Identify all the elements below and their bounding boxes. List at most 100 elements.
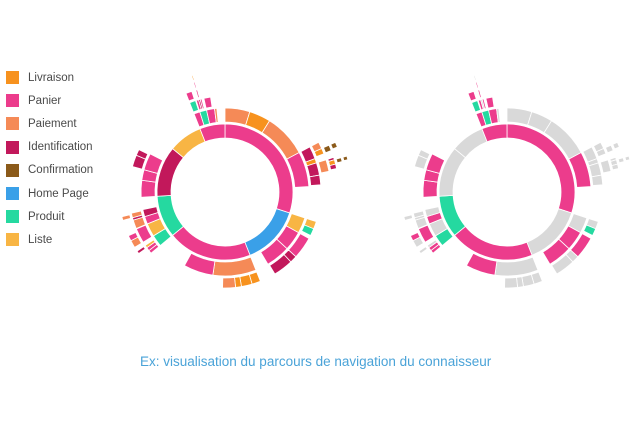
- sunburst-segment[interactable]: [475, 81, 479, 89]
- sunburst-segment[interactable]: [317, 159, 330, 174]
- sunburst-segment[interactable]: [143, 153, 164, 174]
- sunburst-segment[interactable]: [199, 98, 205, 110]
- sunburst-segment[interactable]: [193, 81, 197, 89]
- sunburst-segment[interactable]: [142, 206, 159, 218]
- sunburst-segment[interactable]: [422, 179, 439, 198]
- sunburst-segment[interactable]: [127, 231, 139, 242]
- legend-swatch: [6, 187, 19, 201]
- sunburst-segment[interactable]: [604, 144, 614, 154]
- legend-swatch: [6, 71, 19, 85]
- sunburst-segment[interactable]: [591, 174, 604, 186]
- sunburst-segment[interactable]: [409, 231, 421, 242]
- sunburst-segment[interactable]: [335, 157, 343, 164]
- legend-item[interactable]: Livraison: [6, 66, 93, 89]
- sunburst-segment[interactable]: [195, 89, 200, 99]
- sunburst-segment[interactable]: [551, 254, 574, 275]
- sunburst-segment[interactable]: [322, 144, 332, 154]
- sunburst-segment[interactable]: [425, 153, 446, 174]
- sunburst-segment[interactable]: [306, 162, 320, 178]
- sunburst-segment[interactable]: [481, 98, 487, 110]
- sunburst-segment[interactable]: [467, 90, 477, 102]
- legend-item[interactable]: Confirmation: [6, 159, 93, 182]
- sunburst-segment[interactable]: [611, 163, 620, 171]
- legend-label: Livraison: [28, 71, 75, 84]
- legend-label: Paiement: [28, 117, 77, 130]
- legend-item[interactable]: Produit: [6, 205, 93, 228]
- sunburst-segment[interactable]: [612, 141, 620, 150]
- sunburst-segment[interactable]: [426, 239, 438, 249]
- sunburst-segment[interactable]: [473, 74, 477, 81]
- sunburst-segment[interactable]: [617, 157, 625, 164]
- chart-legend: Livraison Panier Paiement Identification…: [6, 66, 93, 252]
- legend-swatch: [6, 163, 19, 177]
- legend-swatch: [6, 94, 19, 108]
- sunburst-segment[interactable]: [189, 100, 200, 113]
- sunburst-left: [121, 74, 349, 289]
- sunburst-segment[interactable]: [203, 96, 213, 109]
- legend-item[interactable]: Paiement: [6, 112, 93, 135]
- legend-swatch: [6, 233, 19, 247]
- sunburst-segment[interactable]: [136, 246, 146, 255]
- sunburst-segment[interactable]: [121, 214, 132, 221]
- sunburst-segment[interactable]: [329, 163, 338, 171]
- sunburst-segment[interactable]: [542, 238, 570, 265]
- sunburst-segment[interactable]: [214, 107, 219, 123]
- sunburst-segment[interactable]: [588, 162, 602, 178]
- sunburst-segment[interactable]: [403, 214, 414, 221]
- sunburst-segment[interactable]: [301, 224, 315, 237]
- legend-item[interactable]: Liste: [6, 228, 93, 251]
- legend-label: Identification: [28, 141, 93, 154]
- legend-label: Home Page: [28, 187, 89, 200]
- sunburst-segment[interactable]: [418, 246, 428, 255]
- sunburst-segment[interactable]: [260, 238, 288, 265]
- sunburst-segment[interactable]: [144, 239, 156, 249]
- legend-item[interactable]: Home Page: [6, 182, 93, 205]
- legend-label: Produit: [28, 210, 65, 223]
- sunburst-segment[interactable]: [135, 149, 149, 160]
- sunburst-segment[interactable]: [309, 174, 322, 186]
- sunburst-segment[interactable]: [330, 141, 338, 150]
- sunburst-segment[interactable]: [185, 90, 195, 102]
- sunburst-segment[interactable]: [313, 147, 325, 158]
- sunburst-segment[interactable]: [417, 149, 431, 160]
- sunburst-right: [403, 74, 631, 289]
- sunburst-segment[interactable]: [269, 254, 292, 275]
- legend-swatch: [6, 140, 19, 154]
- sunburst-segment[interactable]: [172, 225, 251, 261]
- sunburst-segment[interactable]: [417, 224, 435, 243]
- sunburst-segment[interactable]: [568, 152, 592, 188]
- sunburst-segment[interactable]: [595, 147, 607, 158]
- sunburst-segment[interactable]: [471, 100, 482, 113]
- sunburst-segment[interactable]: [599, 159, 612, 174]
- sunburst-segment[interactable]: [183, 252, 216, 276]
- sunburst-segment[interactable]: [624, 155, 631, 162]
- sunburst-segment[interactable]: [481, 123, 508, 143]
- sunburst-segment[interactable]: [424, 206, 441, 218]
- sunburst-segment[interactable]: [477, 89, 482, 99]
- sunburst-segment[interactable]: [496, 107, 501, 123]
- sunburst-segment[interactable]: [130, 210, 143, 219]
- sunburst-segment[interactable]: [156, 148, 184, 197]
- sunburst-segment[interactable]: [191, 74, 195, 81]
- sunburst-segment[interactable]: [438, 148, 466, 197]
- sunburst-segment[interactable]: [485, 96, 495, 109]
- legend-item[interactable]: Identification: [6, 136, 93, 159]
- sunburst-segment[interactable]: [140, 179, 157, 198]
- legend-label: Panier: [28, 94, 62, 107]
- legend-swatch: [6, 210, 19, 224]
- sunburst-segment[interactable]: [583, 224, 597, 237]
- sunburst-segment[interactable]: [286, 152, 310, 188]
- sunburst-segment[interactable]: [465, 252, 498, 276]
- chart-caption: Ex: visualisation du parcours de navigat…: [140, 354, 492, 369]
- sunburst-segment[interactable]: [342, 155, 349, 162]
- sunburst-segment[interactable]: [504, 277, 519, 289]
- sunburst-segment[interactable]: [412, 210, 425, 219]
- sunburst-segment[interactable]: [222, 277, 237, 289]
- legend-item[interactable]: Panier: [6, 89, 93, 112]
- legend-label: Confirmation: [28, 164, 94, 177]
- sunburst-segment[interactable]: [135, 224, 153, 243]
- legend-label: Liste: [28, 233, 53, 246]
- sunburst-segment[interactable]: [199, 123, 226, 143]
- sunburst-segment[interactable]: [454, 225, 533, 261]
